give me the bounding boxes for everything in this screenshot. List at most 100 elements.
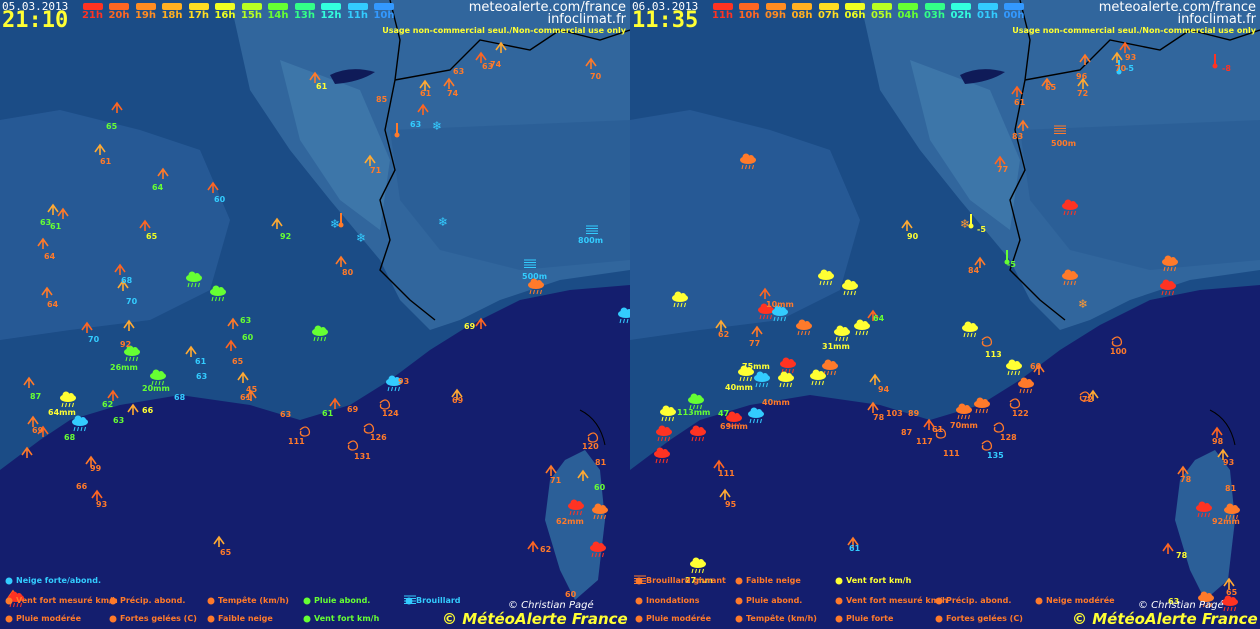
hour-swatch (374, 3, 394, 10)
rain-cloud-icon (780, 357, 796, 374)
fog-icon (524, 259, 536, 268)
wind-arrow-icon (81, 321, 93, 333)
wind-arrow-icon (123, 319, 135, 331)
rain-cloud-icon (726, 411, 742, 428)
observation-value: 61 (50, 222, 62, 231)
legend-symbol-icon (835, 615, 843, 623)
hour-swatch (951, 3, 971, 10)
observation-value: 90 (907, 232, 919, 241)
wind-arrow-icon (1211, 426, 1223, 438)
observation-value: 70 (590, 72, 602, 81)
observation-value: 80 (342, 268, 354, 277)
observation-value: 26mm (110, 363, 138, 372)
hour-swatch (898, 3, 918, 10)
observation-value: 68 (121, 276, 133, 285)
observation-value: 65 (232, 357, 244, 366)
weather-map-panel-left: 05.03.2013 21:10 21h 20h 19h 18h 17h 16h 15h 14… (0, 0, 630, 629)
observation-value: 65 (1226, 588, 1238, 597)
legend-item: Fortes gelées (C) (946, 614, 1023, 623)
wind-arrow-icon (1077, 77, 1089, 89)
wind-arrow-icon (867, 401, 879, 413)
snowflake-icon: ❄ (438, 215, 448, 229)
observation-value: 75mm (742, 362, 770, 371)
hour-scale-item: 13h (292, 3, 317, 23)
hour-scale-item: 08h (790, 3, 815, 23)
hour-label: 00h (1003, 10, 1025, 21)
rain-cloud-icon (738, 365, 754, 382)
legend-item: Vent fort mesuré km/h (16, 596, 118, 605)
observation-value: 61 (195, 357, 207, 366)
wind-arrow-icon (1079, 53, 1091, 65)
observation-value: 63 (280, 410, 292, 419)
rain-cloud-icon (796, 319, 812, 336)
legend-item: Pluie abond. (746, 596, 803, 605)
observation-value: 81 (1225, 484, 1237, 493)
hour-scale-item: 10h (372, 3, 397, 23)
observation-value: 131 (354, 452, 371, 461)
rain-cloud-icon (590, 541, 606, 558)
observation-value: 93 (1125, 53, 1137, 62)
observation-value: 69 (452, 396, 464, 405)
observation-value: 126 (370, 433, 387, 442)
wind-arrow-icon (713, 459, 725, 471)
observation-value: 69mm (720, 422, 748, 431)
wind-arrow-icon (923, 418, 935, 430)
storm-spiral-icon (1009, 398, 1021, 409)
observation-value: 93 (398, 377, 410, 386)
hour-swatch (871, 3, 892, 10)
rain-cloud-icon (1018, 377, 1034, 394)
observation-value: 40mm (725, 383, 753, 392)
rain-cloud-icon (186, 271, 202, 288)
wind-arrow-icon (1223, 577, 1235, 589)
observation-value: 65 (220, 548, 232, 557)
brand-logo-text: © MétéoAlerte France (1072, 610, 1258, 628)
site-url: meteoalerte.com/france (1098, 0, 1256, 15)
hour-swatch (792, 3, 812, 10)
rain-cloud-icon (672, 291, 688, 308)
hour-label: 18h (161, 10, 183, 21)
wind-arrow-icon (185, 345, 197, 357)
wind-arrow-icon (1177, 465, 1189, 477)
rain-cloud-icon (778, 371, 794, 388)
wind-arrow-icon (419, 79, 431, 91)
observation-value: 66 (76, 482, 88, 491)
storm-spiral-icon (1079, 391, 1091, 402)
wind-arrow-icon (85, 455, 97, 467)
observation-value: 78 (1180, 475, 1192, 484)
hour-scale-item: 10h (737, 3, 762, 23)
wind-arrow-icon (1111, 51, 1123, 63)
wind-arrow-icon (57, 207, 69, 219)
observation-value: 85 (376, 95, 388, 104)
wind-arrow-icon (245, 389, 257, 401)
rain-cloud-icon (1160, 279, 1176, 296)
observation-value: 87 (901, 428, 913, 437)
rain-cloud-icon (654, 447, 670, 464)
wind-arrow-icon (869, 373, 881, 385)
legend-item: Faible neige (746, 576, 801, 585)
legend-symbol-icon (303, 615, 311, 623)
observation-value: 61 (316, 82, 328, 91)
rain-cloud-icon (592, 503, 608, 520)
legend-symbol-icon (5, 577, 13, 585)
hour-swatch (977, 3, 998, 10)
rain-cloud-icon (1224, 503, 1240, 520)
rain-cloud-icon (72, 415, 88, 432)
site-partner: infoclimat.fr (1177, 12, 1256, 27)
hour-label: 10h (373, 10, 395, 21)
wind-arrow-icon (1011, 85, 1023, 97)
legend-item: Tempête (km/h) (218, 596, 289, 605)
wind-arrow-icon (1217, 448, 1229, 460)
hour-label: 08h (791, 10, 813, 21)
wind-arrow-icon (107, 389, 119, 401)
observation-value: 47 (718, 409, 730, 418)
usage-notice: Usage non-commercial seul./Non-commercia… (1012, 26, 1256, 35)
wind-arrow-icon (417, 103, 429, 115)
snowflake-icon: ❄ (432, 119, 442, 133)
observation-value: 64mm (48, 408, 76, 417)
legend-item: Inondations (646, 596, 700, 605)
wind-arrow-icon (309, 71, 321, 83)
thermometer-icon (394, 123, 400, 138)
hour-swatch (109, 3, 129, 10)
wind-arrow-icon (475, 317, 487, 329)
observation-value: 100 (1110, 347, 1127, 356)
